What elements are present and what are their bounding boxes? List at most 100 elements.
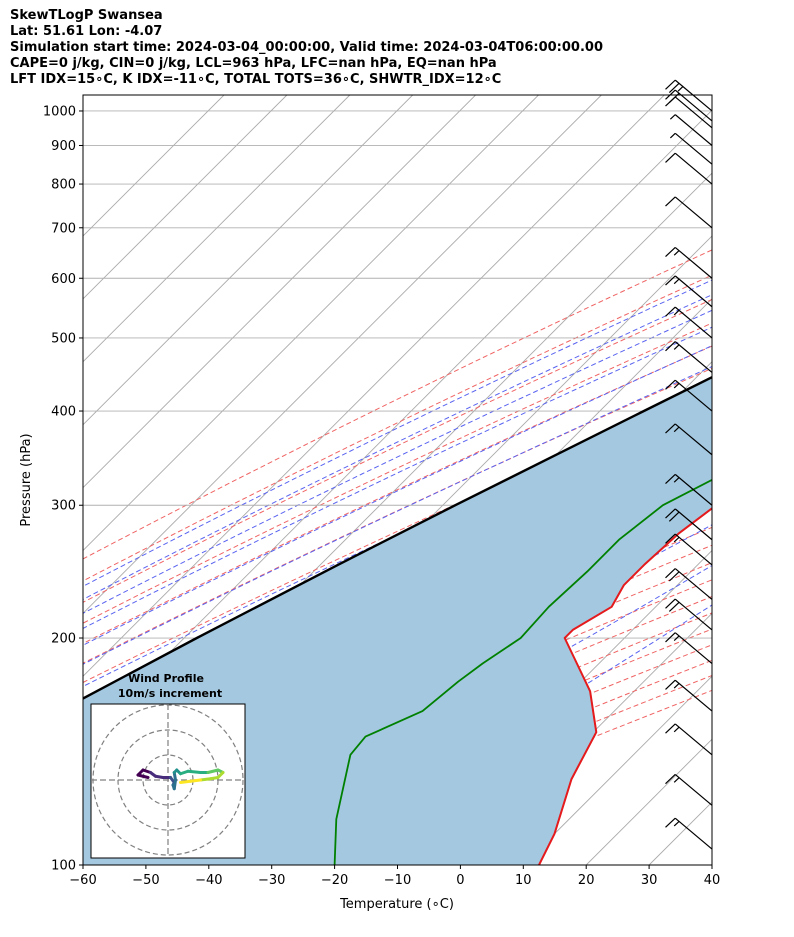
wind-barb (665, 473, 713, 506)
y-tick-label: 800 (51, 178, 76, 193)
barb-half-flag (673, 820, 680, 827)
barb-shaft (674, 89, 713, 122)
barb-flag (665, 774, 676, 785)
parcel-profile (83, 375, 712, 700)
wind-barb (665, 679, 713, 712)
barb-half-flag (673, 777, 680, 783)
barb-half-flag (673, 477, 680, 483)
y-axis-label: Pressure (hPa) (19, 433, 34, 526)
y-tick-label: 600 (51, 272, 76, 287)
wind-barb (665, 568, 713, 600)
chart-header: SkewTLogP Swansea Lat: 51.61 Lon: -4.07 … (10, 8, 603, 88)
wind-barb (665, 817, 713, 850)
moist-adiabat (83, 326, 712, 629)
wind-barb (665, 508, 713, 541)
isotherm (775, 95, 794, 865)
barb-flag (665, 533, 676, 544)
barb-shaft (674, 473, 713, 506)
barb-shaft (674, 341, 713, 373)
barb-flag (665, 341, 676, 352)
moist-adiabat (83, 365, 712, 665)
barb-shaft (674, 275, 713, 308)
wind-barb (665, 275, 713, 308)
isotherm (711, 864, 712, 865)
y-tick-label: 500 (51, 331, 76, 346)
barb-flag (665, 379, 676, 390)
moist-adiabat (83, 279, 712, 587)
wind-barb (669, 114, 713, 146)
barb-flag (665, 473, 676, 485)
barb-half-flag (673, 344, 680, 350)
time-line: Simulation start time: 2024-03-04_00:00:… (10, 40, 603, 55)
barb-half-flag (669, 114, 676, 120)
isotherm (83, 95, 539, 552)
barb-shaft (674, 723, 713, 756)
moist-adiabat (83, 389, 712, 687)
wind-barb (665, 152, 713, 185)
wind-barb (665, 632, 713, 665)
barb-shaft (674, 508, 713, 541)
barb-flag (665, 817, 676, 828)
isotherm (83, 95, 602, 615)
wind-barb (665, 96, 713, 129)
barb-flag (665, 723, 676, 734)
wind-barb (665, 246, 713, 279)
barb-flag (668, 511, 680, 522)
inset-title: Wind Profile (128, 672, 204, 685)
barb-flag (665, 89, 676, 100)
y-tick-label: 300 (51, 499, 76, 514)
wind-profile-inset: Wind Profile 10m/s increment (90, 672, 246, 859)
x-tick-label: 30 (641, 873, 658, 888)
barb-flag (665, 632, 676, 643)
x-tick-label: 40 (704, 873, 721, 888)
barb-shaft (674, 306, 713, 339)
dry-adiabat (83, 298, 712, 603)
x-axis-label: Temperature (∘C) (339, 897, 454, 912)
isotherm (83, 95, 476, 489)
wind-barb (669, 132, 713, 165)
x-tick-label: −20 (321, 873, 348, 888)
barb-shaft (674, 196, 713, 229)
y-tick-label: 400 (51, 405, 76, 420)
y-axis-ticks: 100 200 300 400 500 600 700 800 900 1000 (43, 104, 83, 874)
barb-shaft (674, 817, 713, 850)
location-line: Lat: 51.61 Lon: -4.07 (10, 24, 163, 39)
barb-shaft (674, 79, 713, 112)
hodograph-segment (199, 777, 212, 782)
wind-barb (665, 79, 713, 112)
barb-flag (668, 601, 680, 612)
barb-half-flag (673, 683, 680, 689)
barb-shaft (674, 533, 713, 566)
wind-barb (665, 306, 713, 339)
x-axis-ticks: −60 −50 −40 −30 −20 −10 0 10 20 30 40 (69, 865, 720, 888)
wind-barb (665, 196, 713, 229)
indices-line-1: CAPE=0 j/kg, CIN=0 j/kg, LCL=963 hPa, LF… (10, 56, 497, 71)
barb-half-flag (673, 726, 680, 733)
hodograph-segment (179, 779, 192, 784)
temperature-profile (538, 507, 712, 865)
x-tick-label: −40 (195, 873, 222, 888)
hodograph-segment (189, 778, 202, 783)
barb-shaft (674, 114, 713, 146)
indices-line-2: LFT IDX=15∘C, K IDX=-11∘C, TOTAL TOTS=36… (10, 72, 502, 87)
barb-flag (668, 571, 680, 582)
barb-half-flag (669, 132, 676, 139)
barb-half-flag (673, 536, 680, 543)
barb-shaft (674, 152, 713, 185)
x-tick-label: −50 (132, 873, 159, 888)
barb-flag (665, 568, 676, 579)
isotherm (83, 95, 288, 300)
isotherm (83, 95, 414, 426)
wind-barb (665, 773, 713, 806)
y-tick-label: 1000 (43, 104, 76, 119)
x-tick-label: −30 (258, 873, 285, 888)
barb-flag (668, 82, 680, 93)
dry-adiabat (83, 322, 712, 624)
barb-shaft (674, 423, 713, 456)
y-tick-label: 200 (51, 632, 76, 647)
hodograph-segment (186, 769, 202, 774)
barb-shaft (674, 246, 713, 279)
barb-half-flag (673, 309, 680, 316)
x-tick-label: 10 (515, 873, 532, 888)
